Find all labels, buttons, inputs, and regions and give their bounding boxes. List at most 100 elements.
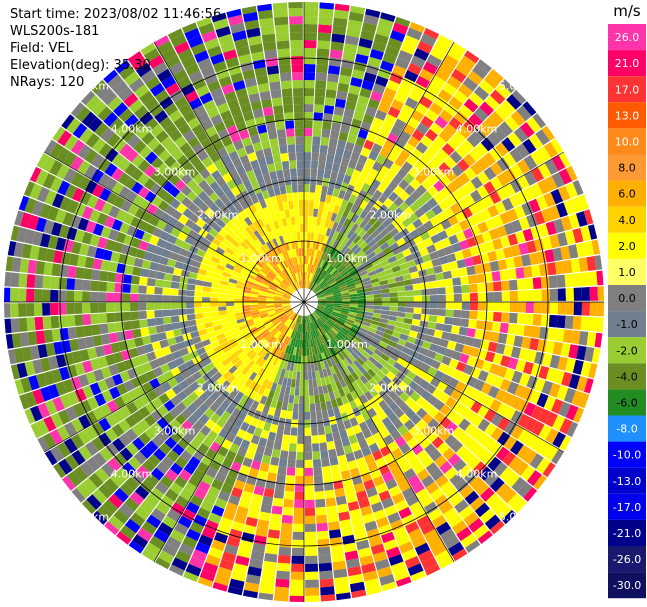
velocity-gate (524, 278, 534, 290)
velocity-gate (380, 314, 389, 320)
colorbar-tick: -2.0 (616, 344, 637, 357)
velocity-gate (357, 292, 366, 297)
velocity-gate (391, 492, 405, 505)
velocity-gate (464, 167, 477, 181)
velocity-gate (416, 449, 429, 462)
velocity-gate (495, 343, 506, 355)
velocity-gate (317, 40, 331, 50)
velocity-gate (496, 172, 510, 187)
velocity-gate (568, 374, 581, 390)
velocity-gate (476, 157, 490, 171)
velocity-gate (435, 474, 449, 488)
velocity-gate (373, 302, 382, 306)
velocity-gate (362, 113, 375, 125)
velocity-gate (370, 277, 380, 284)
velocity-gate (447, 453, 461, 467)
velocity-gate (375, 154, 387, 165)
velocity-gate (329, 267, 337, 275)
velocity-gate (439, 109, 453, 123)
velocity-gate (536, 195, 549, 210)
velocity-gate (373, 297, 382, 302)
velocity-gate (341, 297, 350, 300)
velocity-gate (315, 184, 322, 194)
velocity-gate (458, 464, 473, 479)
velocity-gate (430, 233, 441, 244)
velocity-gate (528, 198, 541, 213)
velocity-gate (444, 434, 458, 448)
velocity-gate (389, 292, 398, 298)
velocity-gate (362, 259, 372, 267)
velocity-gate (347, 220, 355, 230)
velocity-gate (360, 147, 371, 158)
velocity-gate (408, 380, 419, 391)
velocity-gate (441, 355, 452, 366)
velocity-gate (311, 283, 317, 291)
velocity-gate (304, 96, 314, 105)
velocity-gate (476, 185, 489, 199)
velocity-gate (308, 208, 314, 217)
velocity-gate (326, 350, 333, 359)
velocity-gate (477, 311, 486, 321)
velocity-gate (352, 324, 361, 330)
velocity-gate (469, 310, 478, 320)
velocity-gate (317, 209, 324, 218)
velocity-gate (311, 257, 316, 266)
velocity-gate (349, 299, 358, 302)
velocity-gate (322, 313, 330, 319)
velocity-gate (356, 310, 366, 315)
velocity-gate (313, 104, 324, 113)
velocity-gate (341, 306, 350, 309)
velocity-gate (368, 377, 378, 388)
velocity-gate (342, 358, 350, 368)
velocity-gate (346, 280, 355, 286)
velocity-gate (387, 277, 396, 284)
velocity-gate (342, 174, 352, 185)
velocity-gate (505, 257, 516, 269)
velocity-gate (505, 334, 516, 346)
velocity-gate (424, 564, 441, 576)
velocity-gate (355, 431, 365, 442)
velocity-gate (506, 94, 522, 110)
velocity-gate (463, 153, 476, 167)
velocity-gate (323, 235, 329, 244)
velocity-gate (524, 313, 534, 326)
velocity-gate (489, 260, 500, 272)
velocity-gate (341, 307, 350, 312)
velocity-gate (363, 280, 372, 286)
velocity-gate (348, 11, 364, 22)
velocity-gate (414, 542, 431, 556)
velocity-gate (345, 250, 354, 258)
velocity-gate (361, 22, 377, 34)
velocity-gate (361, 362, 371, 372)
velocity-gate (438, 129, 452, 143)
velocity-gate (370, 364, 380, 374)
velocity-gate (468, 92, 484, 107)
velocity-gate (551, 398, 564, 414)
velocity-gate (368, 356, 378, 365)
velocity-gate (432, 388, 444, 399)
velocity-gate (420, 33, 437, 47)
velocity-gate (381, 121, 394, 133)
colorbar-tick: -8.0 (616, 423, 637, 436)
velocity-gate (551, 449, 564, 465)
velocity-gate (334, 214, 342, 224)
velocity-gate (426, 197, 438, 209)
velocity-gate (373, 263, 383, 270)
velocity-gate (308, 216, 313, 225)
velocity-gate (423, 260, 434, 269)
velocity-gate (441, 237, 452, 248)
velocity-gate (325, 305, 334, 309)
velocity-gate (445, 366, 456, 377)
velocity-gate (376, 271, 386, 278)
velocity-gate (323, 324, 330, 332)
velocity-gate (389, 227, 400, 237)
velocity-gate (415, 488, 430, 501)
velocity-gate (324, 309, 332, 315)
velocity-gate (342, 236, 350, 246)
velocity-gate (355, 53, 369, 65)
velocity-gate (543, 141, 558, 158)
velocity-gate (543, 192, 556, 208)
velocity-gate (343, 43, 358, 54)
velocity-gate (364, 314, 373, 320)
velocity-gate (434, 115, 448, 129)
